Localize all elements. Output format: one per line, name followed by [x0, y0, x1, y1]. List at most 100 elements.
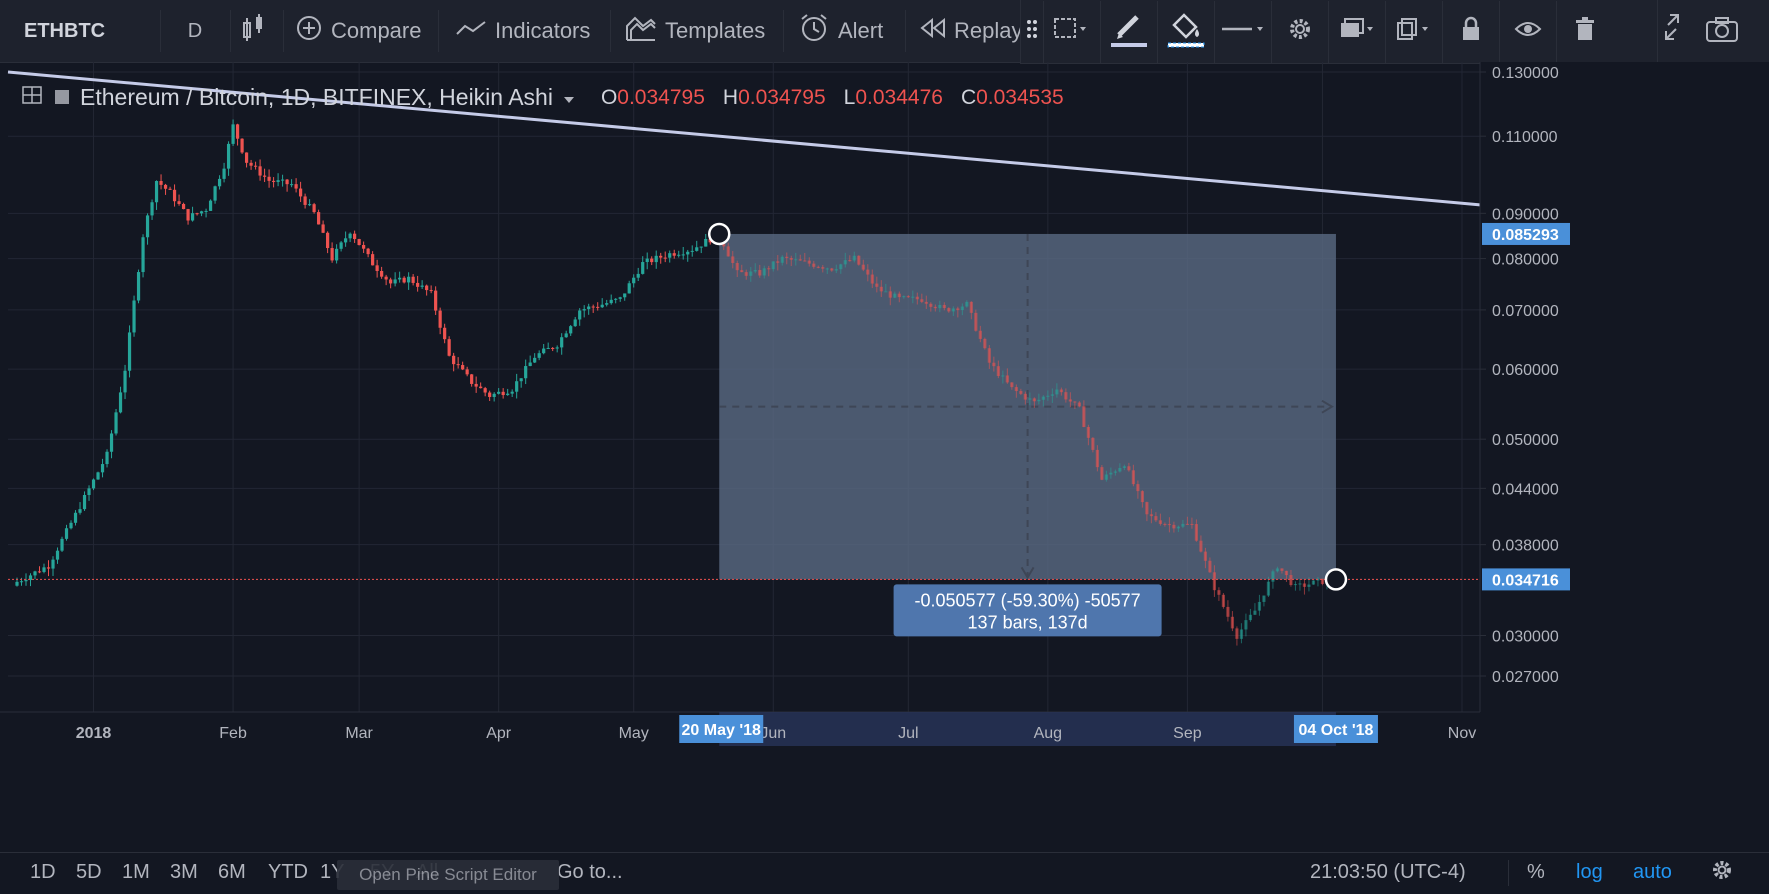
auto-scale-toggle[interactable]: auto: [1633, 861, 1672, 883]
range-button-1m[interactable]: 1M: [122, 861, 150, 883]
indicators-button[interactable]: Indicators: [455, 0, 590, 62]
candle-body: [474, 383, 478, 387]
candle-body: [848, 260, 852, 262]
log-scale-toggle[interactable]: log: [1576, 861, 1603, 883]
candle-body: [1208, 560, 1212, 573]
percent-scale-toggle[interactable]: %: [1527, 861, 1545, 883]
candle-body: [452, 355, 456, 365]
candle-body: [699, 246, 703, 248]
candle-body: [303, 196, 307, 205]
candle-body: [1284, 570, 1289, 576]
templates-button[interactable]: Templates: [625, 0, 765, 62]
copy-icon: [1394, 15, 1434, 49]
candle-body: [1064, 392, 1068, 400]
candle-body: [1122, 466, 1126, 469]
legend-collapse-icon[interactable]: [22, 84, 44, 111]
selection-mode-button[interactable]: [1044, 0, 1101, 63]
candle-body: [947, 308, 951, 312]
candle-body: [82, 495, 87, 510]
candle-body: [42, 567, 46, 572]
chart-settings-button[interactable]: [1710, 852, 1734, 893]
candle-body: [902, 296, 906, 298]
compare-button[interactable]: Compare: [295, 0, 421, 62]
candle-body: [807, 260, 811, 264]
toolbar-divider: [905, 10, 906, 52]
candle-body: [587, 306, 591, 310]
candle-body: [1311, 580, 1316, 585]
candle-body: [924, 301, 928, 304]
candle-body: [1230, 616, 1235, 629]
goto-date-button[interactable]: Go to...: [557, 861, 623, 883]
bars-icon: [240, 13, 266, 49]
range-button-6m[interactable]: 6M: [218, 861, 246, 883]
line-color-button[interactable]: [1101, 0, 1158, 63]
clone-button[interactable]: [1386, 0, 1443, 63]
candle-body: [816, 266, 820, 268]
candle-body: [762, 268, 766, 276]
candle-body: [267, 176, 271, 181]
time-tick-label: 2018: [76, 725, 112, 742]
candle-body: [992, 362, 996, 367]
candle-body: [1248, 614, 1253, 621]
candle-body: [55, 550, 60, 560]
range-button-5d[interactable]: 5D: [76, 861, 102, 883]
range-button-3m[interactable]: 3M: [170, 861, 198, 883]
drag-handle[interactable]: [1021, 0, 1044, 63]
candle-body: [933, 306, 937, 309]
range-button-1d[interactable]: 1D: [30, 861, 56, 883]
candle-body: [330, 248, 334, 261]
candle-body: [938, 304, 942, 309]
time-tick-label: Feb: [219, 725, 247, 742]
replay-button[interactable]: Replay: [920, 0, 1022, 62]
candle-body: [1203, 551, 1208, 561]
candle-body: [704, 238, 708, 247]
lock-button[interactable]: [1443, 0, 1500, 63]
candle-body: [776, 261, 780, 263]
candle-body: [528, 362, 532, 367]
measure-info-box: [893, 584, 1162, 637]
candle-body: [280, 179, 285, 181]
visual-order-button[interactable]: [1329, 0, 1386, 63]
candle-body: [812, 263, 816, 267]
range-button-ytd[interactable]: YTD: [268, 861, 308, 883]
alert-button[interactable]: Alert: [798, 0, 883, 62]
candle-body: [623, 293, 627, 298]
legend-dropdown-icon[interactable]: [563, 84, 575, 111]
toolbar-divider: [283, 10, 284, 52]
series-legend: Ethereum / Bitcoin, 1D, BITFINEX, Heikin…: [22, 84, 1064, 111]
candle-body: [884, 291, 888, 293]
clock-timezone[interactable]: 21:03:50 (UTC-4): [1310, 861, 1466, 883]
settings-button[interactable]: [1272, 0, 1329, 63]
candle-body: [195, 213, 199, 215]
line-style-button[interactable]: [1215, 0, 1272, 63]
delete-button[interactable]: [1557, 1, 1613, 63]
candle-body: [726, 246, 730, 257]
fullscreen-button[interactable]: [1660, 13, 1684, 44]
candle-body: [1181, 523, 1185, 527]
candle-body: [348, 233, 352, 239]
candle-body: [798, 259, 802, 261]
candle-body: [249, 162, 253, 166]
candle-body: [758, 270, 762, 276]
candle-body: [767, 268, 771, 270]
candle-body: [641, 262, 645, 274]
candle-body: [1257, 601, 1262, 611]
candle-body: [1298, 583, 1302, 585]
fill-color-button[interactable]: [1158, 0, 1215, 63]
candle-body: [208, 200, 213, 211]
snapshot-button[interactable]: [1700, 10, 1744, 52]
chart-style-button[interactable]: [240, 0, 270, 62]
candle-body: [24, 580, 28, 582]
rewind-icon: [920, 17, 946, 44]
symbol-search-button[interactable]: ETHBTC: [24, 19, 106, 42]
candle-body: [780, 256, 784, 263]
candle-body: [285, 179, 289, 185]
candle-body: [969, 301, 973, 313]
hide-button[interactable]: [1500, 0, 1557, 63]
trash-icon: [1574, 16, 1596, 48]
candle-body: [109, 433, 114, 452]
interval-button[interactable]: D: [187, 19, 203, 42]
candle-body: [861, 264, 865, 270]
legend-title[interactable]: Ethereum / Bitcoin, 1D, BITFINEX, Heikin…: [80, 84, 553, 110]
